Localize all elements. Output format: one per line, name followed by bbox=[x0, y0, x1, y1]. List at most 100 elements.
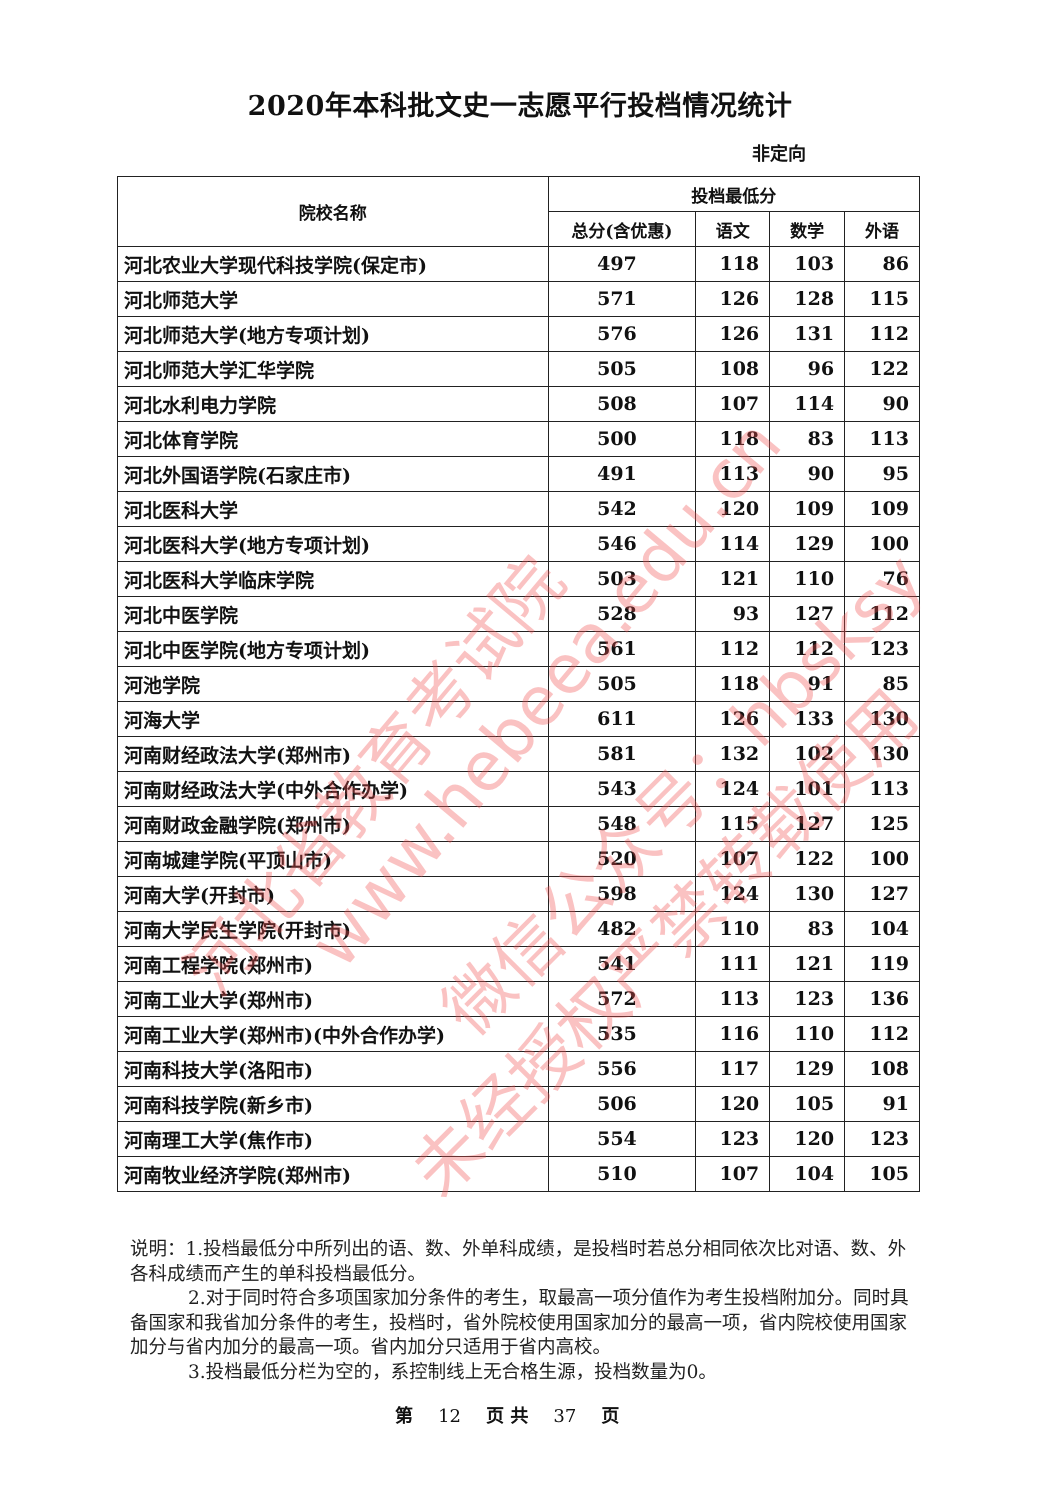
table-row: 河北医科大学(地方专项计划) 546 114 129 100 bbox=[117, 526, 920, 562]
school-name: 河南工业大学(郑州市)(中外合作办学) bbox=[117, 1016, 549, 1052]
total-score: 482 bbox=[547, 911, 697, 947]
math-score: 129 bbox=[769, 1051, 846, 1087]
total-score: 500 bbox=[547, 421, 697, 457]
chinese-score: 116 bbox=[695, 1016, 771, 1052]
table-row: 河北医科大学 542 120 109 109 bbox=[117, 491, 920, 527]
foreign-score: 100 bbox=[844, 526, 920, 562]
school-name: 河北农业大学现代科技学院(保定市) bbox=[117, 246, 549, 282]
table-row: 河南牧业经济学院(郑州市) 510 107 104 105 bbox=[117, 1156, 920, 1192]
page-title: 2020年本科批文史一志愿平行投档情况统计 bbox=[247, 91, 793, 122]
foreign-score: 104 bbox=[844, 911, 920, 947]
math-score: 110 bbox=[769, 1016, 846, 1052]
total-score: 505 bbox=[547, 351, 697, 387]
math-score: 123 bbox=[769, 981, 846, 1017]
school-name: 河南牧业经济学院(郑州市) bbox=[117, 1156, 549, 1192]
header-group: 投档最低分 bbox=[547, 176, 921, 212]
table-row: 河北师范大学(地方专项计划) 576 126 131 112 bbox=[117, 316, 920, 352]
total-score: 543 bbox=[547, 771, 697, 807]
math-score: 102 bbox=[769, 736, 846, 772]
total-score: 505 bbox=[547, 666, 697, 702]
school-name: 河北医科大学临床学院 bbox=[117, 561, 549, 597]
school-name: 河海大学 bbox=[117, 701, 549, 737]
foreign-score: 105 bbox=[844, 1156, 920, 1192]
math-score: 91 bbox=[769, 666, 846, 702]
total-score: 554 bbox=[547, 1121, 697, 1157]
table-row: 河南理工大学(焦作市) 554 123 120 123 bbox=[117, 1121, 920, 1157]
foreign-score: 127 bbox=[844, 876, 920, 912]
math-score: 114 bbox=[769, 386, 846, 422]
math-score: 105 bbox=[769, 1086, 846, 1122]
math-score: 129 bbox=[769, 526, 846, 562]
foreign-score: 136 bbox=[844, 981, 920, 1017]
chinese-score: 93 bbox=[695, 596, 771, 632]
foreign-score: 90 bbox=[844, 386, 920, 422]
school-name: 河南城建学院(平顶山市) bbox=[117, 841, 549, 877]
total-pages: 37 bbox=[553, 1406, 577, 1427]
foreign-score: 130 bbox=[844, 701, 920, 737]
table-row: 河南大学(开封市) 598 124 130 127 bbox=[117, 876, 920, 912]
foreign-score: 130 bbox=[844, 736, 920, 772]
foreign-score: 115 bbox=[844, 281, 920, 317]
table-row: 河南财经政法大学(郑州市) 581 132 102 130 bbox=[117, 736, 920, 772]
chinese-score: 111 bbox=[695, 946, 771, 982]
math-score: 83 bbox=[769, 421, 846, 457]
table-row: 河北体育学院 500 118 83 113 bbox=[117, 421, 920, 457]
header-name: 院校名称 bbox=[117, 176, 549, 247]
chinese-score: 107 bbox=[695, 386, 771, 422]
school-name: 河南财经政法大学(中外合作办学) bbox=[117, 771, 549, 807]
chinese-score: 108 bbox=[695, 351, 771, 387]
chinese-score: 118 bbox=[695, 421, 771, 457]
chinese-score: 124 bbox=[695, 876, 771, 912]
school-name: 河池学院 bbox=[117, 666, 549, 702]
total-score: 546 bbox=[547, 526, 697, 562]
total-score: 497 bbox=[547, 246, 697, 282]
table-row: 河南工业大学(郑州市) 572 113 123 136 bbox=[117, 981, 920, 1017]
foreign-score: 100 bbox=[844, 841, 920, 877]
chinese-score: 117 bbox=[695, 1051, 771, 1087]
math-score: 122 bbox=[769, 841, 846, 877]
total-score: 528 bbox=[547, 596, 697, 632]
foreign-score: 112 bbox=[844, 596, 920, 632]
admission-table: 院校名称 投档最低分 总分(含优惠) 语文 数学 外语 河北农业大学现代科技学院… bbox=[117, 176, 921, 1192]
table-row: 河北师范大学 571 126 128 115 bbox=[117, 281, 920, 317]
header-math: 数学 bbox=[769, 211, 846, 247]
total-score: 571 bbox=[547, 281, 697, 317]
current-page: 12 bbox=[438, 1406, 461, 1427]
table-row: 河北水利电力学院 508 107 114 90 bbox=[117, 386, 920, 422]
table-row: 河北外国语学院(石家庄市) 491 113 90 95 bbox=[117, 456, 920, 492]
math-score: 83 bbox=[769, 911, 846, 947]
total-score: 572 bbox=[547, 981, 697, 1017]
note-1: 说明：1.投档最低分中所列出的语、数、外单科成绩，是投档时若总分相同依次比对语、… bbox=[130, 1239, 907, 1285]
chinese-score: 118 bbox=[695, 246, 771, 282]
math-score: 104 bbox=[769, 1156, 846, 1192]
table-row: 河北中医学院 528 93 127 112 bbox=[117, 596, 920, 632]
header-foreign: 外语 bbox=[844, 211, 920, 247]
math-score: 90 bbox=[769, 456, 846, 492]
chinese-score: 120 bbox=[695, 491, 771, 527]
page-number: 第 12 页 共 37 页 bbox=[395, 1402, 619, 1428]
school-name: 河南工业大学(郑州市) bbox=[117, 981, 549, 1017]
table-row: 河南城建学院(平顶山市) 520 107 122 100 bbox=[117, 841, 920, 877]
school-name: 河南大学(开封市) bbox=[117, 876, 549, 912]
total-score: 598 bbox=[547, 876, 697, 912]
school-name: 河南科技学院(新乡市) bbox=[117, 1086, 549, 1122]
math-score: 101 bbox=[769, 771, 846, 807]
math-score: 110 bbox=[769, 561, 846, 597]
chinese-score: 124 bbox=[695, 771, 771, 807]
math-score: 103 bbox=[769, 246, 846, 282]
subtitle: 非定向 bbox=[752, 144, 806, 165]
school-name: 河北中医学院(地方专项计划) bbox=[117, 631, 549, 667]
foreign-score: 113 bbox=[844, 421, 920, 457]
chinese-score: 115 bbox=[695, 806, 771, 842]
math-score: 131 bbox=[769, 316, 846, 352]
table-row: 河南财经政法大学(中外合作办学) 543 124 101 113 bbox=[117, 771, 920, 807]
chinese-score: 110 bbox=[695, 911, 771, 947]
table-row: 河北农业大学现代科技学院(保定市) 497 118 103 86 bbox=[117, 246, 920, 282]
notes: 说明：1.投档最低分中所列出的语、数、外单科成绩，是投档时若总分相同依次比对语、… bbox=[130, 1238, 920, 1385]
total-score: 611 bbox=[547, 701, 697, 737]
total-score: 491 bbox=[547, 456, 697, 492]
foreign-score: 119 bbox=[844, 946, 920, 982]
header-total: 总分(含优惠) bbox=[547, 211, 697, 247]
chinese-score: 126 bbox=[695, 701, 771, 737]
math-score: 128 bbox=[769, 281, 846, 317]
